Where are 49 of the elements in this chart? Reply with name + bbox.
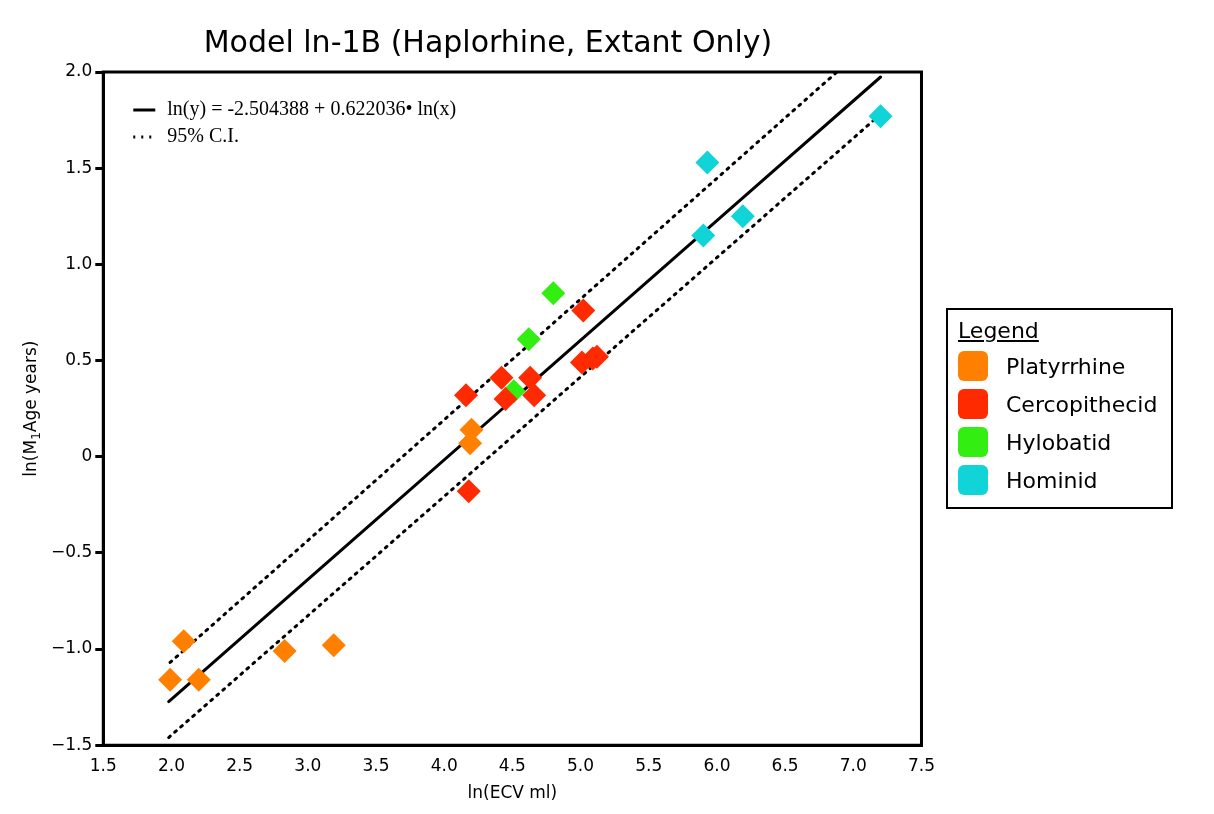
point	[522, 383, 547, 408]
legend-label: Cercopithecid	[1006, 391, 1158, 417]
y-tick-label: −0.5	[51, 541, 93, 562]
point	[456, 479, 481, 504]
y-tick-label: 2.0	[65, 60, 93, 81]
chart-title: Model ln-1B (Haplorhine, Extant Only)	[203, 23, 773, 59]
legend-label: ln(y) = -2.504388 + 0.622036• ln(x)	[167, 97, 457, 121]
y-tick-label: 1.0	[65, 252, 93, 273]
x-tick-label: 3.5	[362, 754, 390, 775]
legend-label: 95% C.I.	[167, 124, 239, 147]
x-tick-label: 4.5	[498, 754, 526, 775]
point	[158, 667, 183, 692]
x-tick-label: 3.0	[294, 754, 322, 775]
x-tick-label: 2.0	[157, 754, 185, 775]
point	[516, 327, 541, 352]
point	[321, 633, 346, 658]
x-axis-title: ln(ECV ml)	[467, 782, 558, 803]
x-tick-label: 2.5	[226, 754, 254, 775]
point	[730, 204, 755, 229]
point	[691, 223, 716, 248]
point	[541, 281, 566, 306]
point	[518, 365, 543, 390]
x-tick-label: 7.0	[839, 754, 867, 775]
point	[571, 298, 596, 323]
x-tick-label: 1.5	[89, 754, 117, 775]
x-tick-label: 7.5	[907, 754, 936, 775]
x-tick-label: 4.0	[430, 754, 458, 775]
legend-label: Platyrrhine	[1006, 353, 1126, 379]
x-tick-label: 5.5	[635, 754, 663, 775]
legend-title: Legend	[958, 318, 1040, 343]
point	[489, 365, 514, 390]
legend-label: Hominid	[1006, 467, 1098, 493]
legend-label: Hylobatid	[1006, 429, 1112, 455]
x-tick-label: 6.5	[771, 754, 799, 775]
point	[186, 667, 211, 692]
point	[171, 629, 196, 654]
point	[493, 386, 518, 411]
point	[695, 150, 720, 175]
point	[454, 383, 479, 408]
y-tick-label: −1.0	[51, 637, 93, 658]
point	[272, 638, 297, 663]
y-tick-label: 1.5	[65, 156, 93, 177]
point	[868, 104, 893, 129]
y-tick-label: 0	[81, 445, 93, 466]
x-tick-label: 5.0	[567, 754, 595, 775]
y-tick-label: −1.5	[51, 733, 93, 754]
x-tick-label: 6.0	[703, 754, 731, 775]
y-axis-title: ln(M1Age years)	[19, 340, 44, 477]
y-tick-label: 0.5	[65, 348, 93, 369]
